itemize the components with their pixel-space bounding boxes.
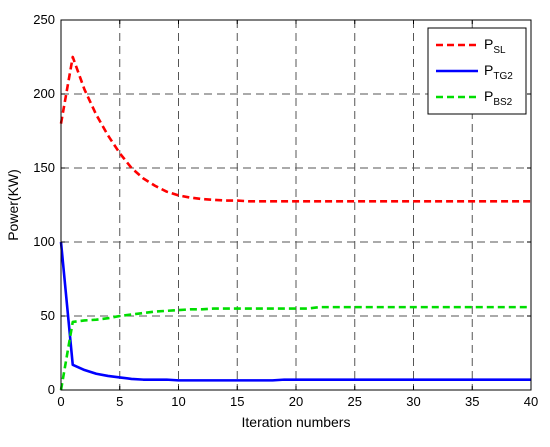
series-line-bs2 bbox=[59, 305, 531, 391]
x-tick-label: 30 bbox=[406, 394, 420, 409]
axis-ticks: 0 5 10 15 20 25 30 35 40 0 50 100 150 200 250 bbox=[33, 12, 538, 409]
legend-entry-subscript: BS2 bbox=[493, 97, 512, 108]
x-tick-label: 40 bbox=[524, 394, 538, 409]
y-tick-label: 150 bbox=[33, 160, 55, 175]
y-tick-label: 100 bbox=[33, 234, 55, 249]
x-tick-label: 35 bbox=[465, 394, 479, 409]
y-tick-label: 200 bbox=[33, 86, 55, 101]
legend-entry: PBS2 bbox=[484, 88, 513, 108]
x-tick-label: 10 bbox=[171, 394, 185, 409]
x-tick-label: 25 bbox=[348, 394, 362, 409]
y-tick-label: 0 bbox=[48, 382, 55, 397]
y-tick-label: 50 bbox=[41, 308, 55, 323]
y-axis-label: Power(KW) bbox=[5, 169, 21, 241]
x-tick-label: 15 bbox=[230, 394, 244, 409]
grid-lines bbox=[61, 20, 531, 390]
series-lines bbox=[59, 55, 531, 391]
legend-entry-name: P bbox=[484, 36, 493, 52]
legend-entry-name: P bbox=[484, 62, 493, 78]
x-tick-label: 5 bbox=[116, 394, 123, 409]
legend-entry: PTG2 bbox=[484, 62, 513, 82]
x-tick-label: 20 bbox=[289, 394, 303, 409]
legend-entry-name: P bbox=[484, 88, 493, 104]
series-line-tg2 bbox=[59, 241, 531, 382]
x-axis-label: Iteration numbers bbox=[242, 414, 351, 430]
series-line-sl bbox=[59, 55, 531, 203]
y-tick-label: 250 bbox=[33, 12, 55, 27]
x-tick-label: 0 bbox=[57, 394, 64, 409]
legend-entry-subscript: TG2 bbox=[493, 71, 513, 82]
legend-entry: PSL bbox=[484, 36, 506, 56]
legend-entry-subscript: SL bbox=[493, 45, 506, 56]
